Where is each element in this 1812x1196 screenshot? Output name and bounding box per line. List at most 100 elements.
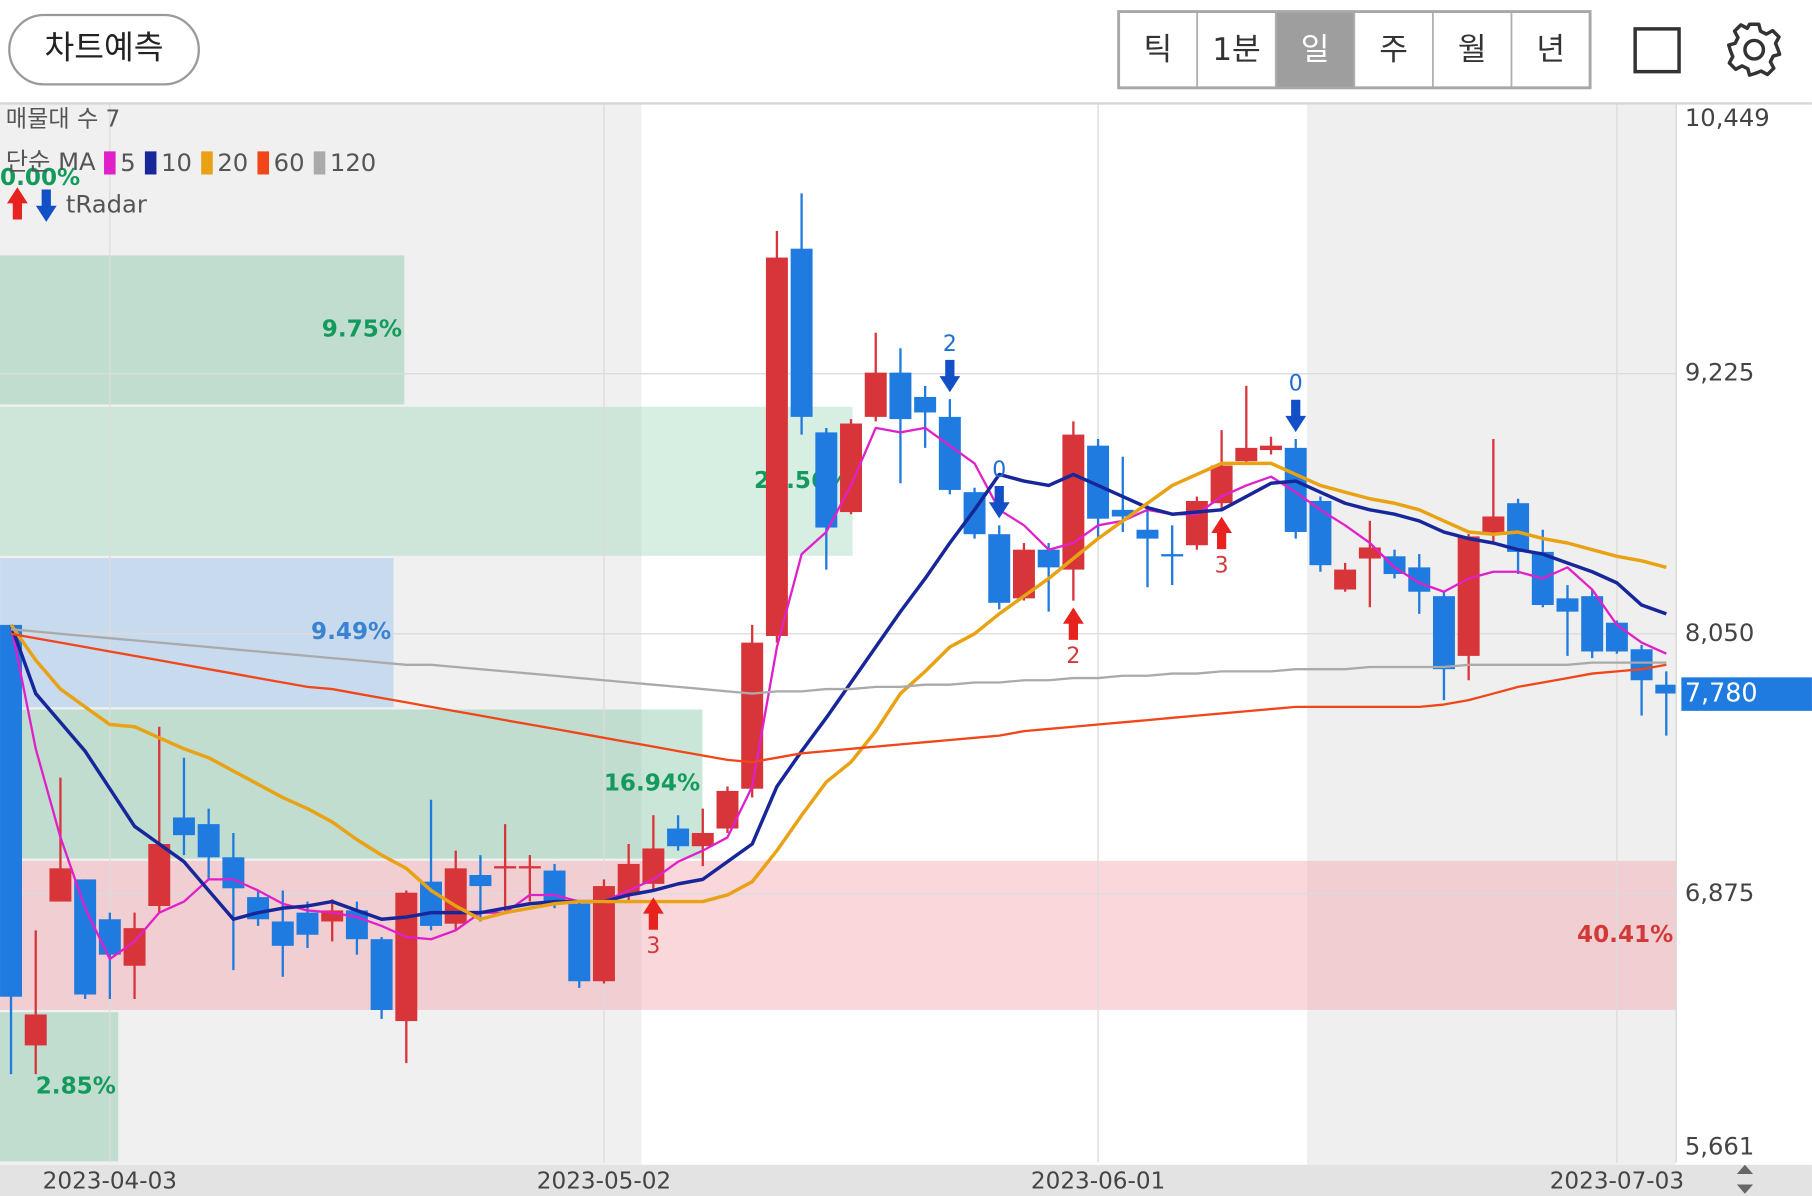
candle-body xyxy=(667,828,690,847)
x-tick-label: 2023-04-03 xyxy=(43,1169,177,1195)
candle-body xyxy=(914,396,937,413)
candle-body xyxy=(1284,447,1307,532)
legend: 매물대 수 7 단순 MA 5 10 20 60 120 tRadar xyxy=(6,107,376,222)
candle-body xyxy=(172,817,195,836)
tab[interactable] xyxy=(1432,10,1513,89)
tab-label[interactable]: 1분 xyxy=(1212,32,1261,68)
candle-body xyxy=(518,866,541,869)
volume-band-label: 9.49% xyxy=(311,619,391,645)
y-tick-label: 8,050 xyxy=(1685,618,1754,647)
candle-body xyxy=(395,892,418,1022)
scroll-icon[interactable] xyxy=(1736,1164,1754,1194)
candle-body xyxy=(1408,567,1431,592)
fullscreen-icon[interactable] xyxy=(1633,27,1681,74)
ma-line xyxy=(9,472,1667,921)
legend-swatch xyxy=(313,151,326,175)
tab[interactable] xyxy=(1353,10,1434,89)
plot: 0.00%9.75%20.56%9.49%16.94%40.41%2.85%32… xyxy=(0,102,1812,1165)
candle-body xyxy=(1556,598,1579,612)
candle-body xyxy=(889,372,912,420)
candle-body xyxy=(1507,503,1530,552)
candle-body xyxy=(1309,500,1332,566)
ma-label: 단순 MA xyxy=(6,147,96,176)
volume-band-label: 0.00% xyxy=(0,165,80,191)
candle-body xyxy=(543,870,566,902)
period-tabs: 틱 1분 일 주 월 년 xyxy=(1117,10,1592,90)
legend-label: 120 xyxy=(330,148,376,177)
y-tick-label: 9,225 xyxy=(1685,358,1754,387)
candle-body xyxy=(1432,596,1455,670)
candle-body xyxy=(1087,445,1110,519)
settings-icon[interactable] xyxy=(1727,22,1782,77)
legend-label: 5 xyxy=(120,148,135,177)
candle-body xyxy=(296,912,319,935)
x-tick-label: 2023-05-02 xyxy=(537,1169,671,1195)
tabs-border xyxy=(1117,10,1592,90)
candle-body xyxy=(74,879,97,995)
candle-body xyxy=(1062,434,1085,570)
ma-line xyxy=(10,632,1667,764)
candle-body xyxy=(222,857,245,889)
sell-signal-label: 2 xyxy=(943,332,957,357)
legend-label: 10 xyxy=(161,148,192,177)
current-price-tag xyxy=(1681,677,1812,711)
candle-body xyxy=(765,257,788,636)
legend-swatch xyxy=(104,151,116,175)
candle-body xyxy=(1136,529,1159,539)
candle-body xyxy=(1012,549,1035,599)
sell-signal-label: 0 xyxy=(1289,372,1303,397)
candle-body xyxy=(321,910,344,922)
candle-body xyxy=(1358,547,1381,559)
candle-body xyxy=(1457,536,1480,656)
candle-body xyxy=(568,903,591,982)
candle-body xyxy=(716,790,739,829)
candle-body xyxy=(1630,649,1653,681)
legend-swatch xyxy=(201,151,213,175)
predict-button[interactable] xyxy=(8,13,200,86)
sell-signal-arrow xyxy=(1285,399,1307,433)
sell-signal-arrow xyxy=(939,359,961,393)
candle-body xyxy=(469,875,492,887)
candle-body xyxy=(1111,509,1134,517)
y-tick-label: 10,449 xyxy=(1685,103,1770,132)
signal-label: tRadar xyxy=(66,190,147,219)
candle-body xyxy=(148,844,171,906)
tab-label[interactable]: 틱 xyxy=(1144,32,1173,68)
buy-signal-label: 2 xyxy=(1066,644,1080,669)
candle-body xyxy=(1037,549,1060,568)
candle-body xyxy=(1581,596,1604,652)
buy-signal-label: 3 xyxy=(646,934,660,959)
gear-hole xyxy=(1743,38,1766,61)
volume-profile-label: 매물대 수 7 xyxy=(6,107,120,133)
buy-signal-label: 3 xyxy=(1215,553,1229,578)
tab-label[interactable]: 일 xyxy=(1301,32,1330,68)
tab-label[interactable]: 년 xyxy=(1536,32,1565,68)
predict-button-label[interactable]: 차트예측 xyxy=(45,29,164,67)
candle-body xyxy=(938,416,961,490)
candle-body xyxy=(790,248,813,417)
tab[interactable] xyxy=(1510,10,1591,89)
candle-body xyxy=(494,866,517,869)
sell-signal-label: 0 xyxy=(992,458,1006,483)
tab-label[interactable]: 주 xyxy=(1379,32,1408,68)
legend-swatch xyxy=(144,151,157,175)
candle-body xyxy=(197,824,220,858)
candle-body xyxy=(1260,445,1282,451)
tab[interactable] xyxy=(1196,10,1277,89)
candle-body xyxy=(1334,569,1357,590)
volume-band xyxy=(0,860,1676,1010)
x-axis-bar xyxy=(0,1164,1812,1196)
x-tick-label: 2023-06-01 xyxy=(1031,1169,1165,1195)
candle-body xyxy=(988,534,1011,603)
candle-body xyxy=(864,372,887,417)
candle-body xyxy=(271,921,294,946)
tab-label[interactable]: 월 xyxy=(1458,32,1487,68)
candle-body xyxy=(592,886,615,982)
candle-body xyxy=(1235,447,1258,462)
volume-band-label: 16.94% xyxy=(604,771,700,797)
candle-body xyxy=(0,624,22,997)
candle-body xyxy=(24,1014,47,1046)
tab[interactable] xyxy=(1274,10,1356,89)
current-price-label: 7,780 xyxy=(1685,678,1758,708)
